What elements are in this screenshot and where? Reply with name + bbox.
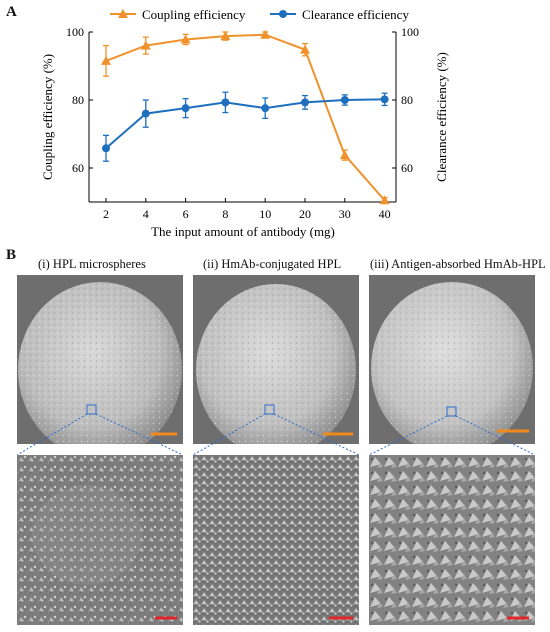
zoom-region-box	[86, 404, 97, 415]
series-layer	[101, 29, 390, 205]
efficiency-chart: Coupling efficiency Clearance efficiency…	[40, 7, 449, 239]
right-axis-label: Clearance efficiency (%)	[434, 52, 449, 182]
coupling-point	[300, 44, 310, 54]
right-tick-label-80: 80	[401, 93, 413, 107]
clearance-point	[261, 104, 270, 113]
clearance-point	[380, 95, 389, 104]
left-tick-label-80: 80	[72, 93, 84, 107]
x-tick-label-40: 40	[379, 207, 391, 221]
x-axis-ticks: 2 4 6 8 10 20 30 40	[103, 198, 391, 221]
caption-hpl-microspheres: (i) HPL microspheres	[38, 257, 146, 271]
sem-zoom-antigen-absorbed	[369, 455, 535, 625]
chart-legend: Coupling efficiency Clearance efficiency	[110, 7, 409, 22]
coupling-point	[260, 29, 271, 39]
panel-a-letter: A	[6, 4, 17, 20]
left-tick-label-100: 100	[66, 25, 84, 39]
x-tick-label-10: 10	[259, 207, 271, 221]
x-tick-label-4: 4	[143, 207, 149, 221]
clearance-point	[181, 104, 190, 113]
zoom-region-box	[264, 404, 275, 415]
coupling-line	[105, 33, 386, 201]
sem-zoom-hmab-conjugated	[193, 455, 359, 625]
clearance-point	[221, 98, 230, 107]
legend-coupling-label: Coupling efficiency	[142, 7, 246, 22]
coupling-point	[339, 150, 350, 160]
x-tick-label-30: 30	[339, 207, 351, 221]
legend-clearance-marker	[279, 10, 287, 18]
panel-b-letter: B	[6, 247, 17, 263]
clearance-line	[105, 98, 385, 150]
sem-zoom-hpl-microsphere	[17, 455, 183, 625]
clearance-point	[102, 144, 110, 153]
coupling-point	[140, 40, 151, 50]
caption-hmab-conjugated-hpl: (ii) HmAb-conjugated HPL	[203, 257, 342, 271]
right-tick-label-100: 100	[401, 25, 419, 39]
left-axis-label: Coupling efficiency (%)	[40, 54, 55, 180]
right-axis-ticks: 60 80 100	[392, 25, 419, 175]
chart-axes	[88, 32, 397, 203]
coupling-point	[379, 195, 390, 205]
coupling-point	[220, 31, 231, 41]
x-tick-label-8: 8	[222, 207, 228, 221]
clearance-point	[301, 98, 309, 107]
coupling-point	[101, 55, 111, 65]
zoom-connectors	[16, 413, 536, 456]
zoom-region-box	[446, 406, 457, 417]
x-axis-label: The input amount of antibody (mg)	[151, 224, 335, 239]
right-tick-label-60: 60	[401, 161, 413, 175]
left-axis-ticks: 60 80 100	[66, 25, 93, 175]
sem-image-hmab-conjugated	[193, 275, 359, 444]
legend-clearance-label: Clearance efficiency	[302, 7, 409, 22]
x-tick-label-6: 6	[183, 207, 189, 221]
left-tick-label-60: 60	[72, 161, 84, 175]
sem-image-antigen-absorbed	[369, 275, 535, 444]
series-clearance	[102, 91, 389, 162]
caption-antigen-absorbed-hmab-hpl: (iii) Antigen-absorbed HmAb-HPL	[370, 257, 546, 271]
clearance-point	[340, 96, 349, 104]
x-tick-label-2: 2	[103, 207, 109, 221]
coupling-point	[180, 34, 191, 44]
legend-coupling-marker	[118, 9, 128, 18]
clearance-point	[141, 109, 150, 118]
x-tick-label-20: 20	[299, 207, 311, 221]
series-coupling	[101, 29, 390, 205]
